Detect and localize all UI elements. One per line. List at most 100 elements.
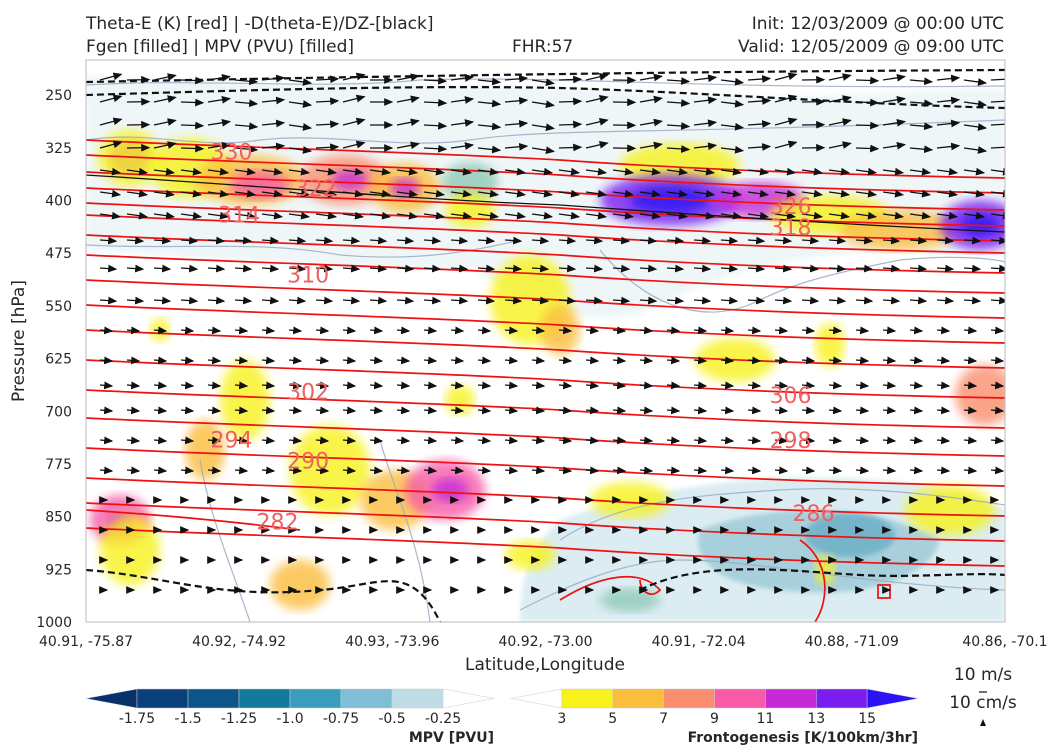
wind-vector [153, 326, 168, 335]
wind-vector [99, 326, 114, 335]
wind-vector [936, 189, 959, 198]
wind-vector [882, 95, 907, 104]
wind-vector [396, 118, 420, 127]
wind-vector [801, 326, 816, 335]
wind-vector [666, 211, 689, 220]
wind-vector [963, 264, 982, 273]
wind-vector [180, 466, 195, 475]
wind-vector [936, 236, 955, 245]
wind-vector [261, 326, 276, 335]
wind-vector [747, 406, 762, 415]
wind-vector [234, 406, 249, 415]
wind-vector [936, 436, 951, 445]
wind-vector [234, 122, 259, 131]
wind-vector [720, 167, 743, 176]
fill-blob [185, 420, 225, 480]
wind-vector [99, 72, 123, 81]
colorbar-segment [816, 688, 868, 709]
wind-vector [693, 466, 708, 475]
wind-vector [477, 381, 492, 390]
wind-vector [828, 466, 843, 475]
wind-vector [261, 381, 276, 390]
wind-vector [666, 99, 691, 107]
wind-vector [207, 296, 226, 305]
wind-vector [639, 189, 662, 198]
wind-vector [828, 356, 843, 365]
wind-vector [747, 120, 772, 128]
wind-vector [504, 119, 529, 128]
wind-vector [261, 96, 286, 105]
theta-e-line [86, 202, 1005, 242]
wind-vector [99, 236, 118, 245]
wind-vector [639, 73, 663, 82]
colorbar-tick-label: 3 [557, 711, 566, 727]
wind-vector [126, 189, 149, 198]
wind-vector [693, 142, 718, 151]
wind-vector [909, 145, 934, 154]
wind-vector [342, 406, 357, 415]
wind-vector [774, 167, 797, 176]
wind-vector [639, 236, 658, 245]
wind-vector [180, 236, 199, 245]
wind-vector [315, 326, 330, 335]
wind-vector [558, 97, 583, 106]
wind-vector [855, 189, 878, 198]
wind-vector [585, 73, 609, 81]
wind-vector [396, 466, 411, 475]
wind-vector [720, 77, 745, 86]
wind-vector [153, 356, 168, 365]
wind-vector [801, 381, 816, 390]
wind-vector [693, 381, 708, 390]
wind-vector [558, 406, 573, 415]
wind-vector [99, 406, 114, 415]
wind-vector [990, 356, 1005, 365]
wind-vector [315, 143, 340, 152]
wind-vector [342, 189, 365, 198]
wind-vector [315, 466, 330, 475]
colorbar-segment [442, 688, 495, 709]
wind-vector [315, 189, 338, 198]
wind-vector [612, 326, 627, 335]
colorbar-segment [391, 688, 444, 709]
wind-vector [909, 77, 934, 86]
wind-vector [909, 436, 924, 445]
wind-vector [531, 296, 550, 305]
wind-vector [396, 296, 415, 305]
colorbar-segment [238, 688, 291, 709]
wind-vector [585, 466, 600, 475]
wind-vector [990, 406, 1005, 415]
wind-vector [693, 167, 716, 176]
wind-vector [369, 167, 392, 176]
wind-vector [720, 436, 735, 445]
colorbar-tick-label: -1.5 [174, 711, 201, 727]
wind-vector [666, 466, 681, 475]
wind-vector [531, 236, 550, 245]
wind-vector [450, 381, 465, 390]
wind-vector [882, 326, 897, 335]
wind-vector [477, 99, 502, 108]
wind-vector [531, 466, 546, 475]
wind-vector [423, 121, 448, 130]
mpv-colorbar: -1.75 -1.5 -1.25 -1.0 -0.75 -0.5 -0.25 MPV [PVU… [85, 688, 495, 746]
wind-vector [639, 118, 663, 127]
wind-vector [288, 189, 311, 198]
wind-vector [423, 381, 438, 390]
wind-vector [315, 236, 334, 245]
wind-vector [801, 406, 816, 415]
wind-vector [99, 167, 122, 176]
wind-vector [990, 167, 1005, 176]
theta-e-label: 286 [793, 502, 835, 527]
wind-vector [153, 167, 176, 176]
wind-vector [828, 436, 843, 445]
wind-vector [99, 264, 118, 273]
wind-vector [234, 326, 249, 335]
wind-vector [909, 326, 924, 335]
wind-vector [450, 142, 475, 150]
wind-vector [342, 296, 361, 305]
fill-blob [590, 482, 670, 518]
wind-vector [828, 189, 851, 198]
wind-vector [126, 296, 145, 305]
wind-vector [315, 436, 330, 445]
wind-vector [558, 143, 583, 152]
wind-vector [450, 119, 475, 127]
